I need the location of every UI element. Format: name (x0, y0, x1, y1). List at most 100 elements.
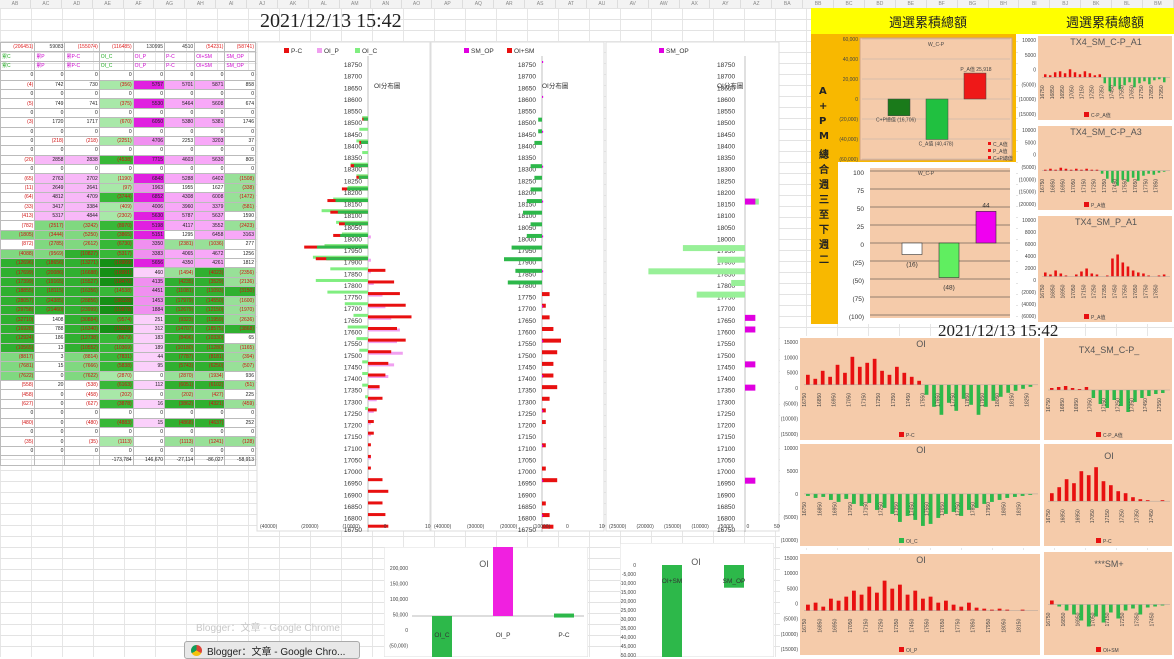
table-cell[interactable]: 5380 (164, 117, 196, 128)
table-cell[interactable]: 2763 (34, 173, 66, 184)
column-header-cell[interactable]: BD (865, 0, 896, 8)
table-cell[interactable]: 7715 (132, 154, 166, 166)
table-cell[interactable]: 0 (0, 164, 36, 175)
table-cell[interactable]: (1494) (164, 267, 196, 278)
table-cell[interactable]: (11093) (194, 286, 226, 297)
table-cell[interactable]: OI_P (132, 51, 166, 62)
table-cell[interactable]: (20086) (34, 267, 66, 278)
table-cell[interactable]: 0 (34, 70, 66, 81)
table-cell[interactable]: (12679) (164, 304, 196, 316)
table-cell[interactable]: 805 (224, 154, 256, 166)
table-cell[interactable]: 0 (34, 398, 66, 410)
table-cell[interactable]: (3878) (98, 398, 134, 410)
table-cell[interactable]: (1113) (98, 436, 134, 447)
table-cell[interactable]: 4706 (132, 135, 166, 147)
table-cell[interactable]: (5317) (98, 248, 134, 260)
column-header-cell[interactable]: BA (772, 0, 804, 8)
table-cell[interactable]: 95 (132, 361, 166, 372)
table-cell[interactable]: 0 (224, 107, 256, 119)
column-header-cell[interactable]: AD (62, 0, 93, 8)
table-cell[interactable]: 4065 (164, 248, 196, 260)
table-cell[interactable]: (3444) (34, 229, 66, 241)
table-cell[interactable]: (2381) (164, 239, 196, 250)
table-cell[interactable]: (18656) (34, 257, 66, 269)
table-cell[interactable]: 130995 (132, 41, 166, 53)
table-cell[interactable]: 0 (34, 417, 66, 429)
table-cell[interactable]: (2356) (224, 267, 256, 278)
table-cell[interactable]: 4006 (132, 201, 166, 213)
column-header-cell[interactable]: BC (834, 0, 865, 8)
table-cell[interactable]: 312 (132, 323, 166, 335)
table-cell[interactable]: -173,784 (98, 455, 134, 466)
table-cell[interactable]: 0 (0, 445, 36, 457)
table-cell[interactable]: 2649 (34, 182, 66, 194)
table-cell[interactable]: (782) (0, 220, 36, 231)
table-cell[interactable]: 65 (224, 333, 256, 344)
table-cell[interactable]: (1600) (224, 295, 256, 306)
table-cell[interactable]: (10369) (98, 342, 134, 353)
table-cell[interactable]: (24385) (34, 295, 66, 306)
table-cell[interactable]: (14550) (194, 295, 226, 306)
table-cell[interactable]: (14538) (98, 286, 134, 297)
table-cell[interactable]: -27,114 (164, 455, 196, 466)
table-cell[interactable]: 4261 (194, 257, 226, 269)
table-cell[interactable]: OI_C (98, 60, 134, 72)
table-cell[interactable]: (413) (0, 211, 36, 222)
column-header-cell[interactable]: AR (494, 0, 526, 8)
table-cell[interactable]: 0 (34, 445, 66, 457)
table-cell[interactable]: 13 (34, 342, 66, 353)
table-cell[interactable]: 0 (132, 436, 166, 447)
table-cell[interactable]: (3744) (98, 192, 134, 203)
table-cell[interactable]: (54231) (194, 41, 226, 53)
table-cell[interactable]: 15 (34, 361, 66, 372)
table-cell[interactable]: 5701 (164, 79, 196, 90)
table-cell[interactable]: 252 (224, 417, 256, 429)
table-cell[interactable]: (3529) (194, 276, 226, 288)
table-cell[interactable]: (18575) (194, 323, 226, 335)
table-cell[interactable]: 0 (164, 70, 196, 81)
table-cell[interactable]: (4321) (194, 398, 226, 410)
column-header-cell[interactable]: AL (309, 0, 340, 8)
table-cell[interactable]: 6852 (132, 192, 166, 203)
table-cell[interactable]: (16909) (98, 257, 134, 269)
table-cell[interactable]: 6458 (194, 229, 226, 241)
table-cell[interactable]: (2612) (64, 239, 100, 250)
table-cell[interactable]: 5630 (132, 211, 166, 222)
table-cell[interactable]: 0 (64, 126, 100, 137)
table-cell[interactable]: 0 (64, 107, 100, 119)
table-cell[interactable]: (16928) (0, 323, 36, 335)
table-cell[interactable]: 1720 (34, 117, 66, 128)
table-cell[interactable]: 5787 (164, 211, 196, 222)
column-header-cell[interactable]: AQ (463, 0, 495, 8)
column-header-cell[interactable]: AZ (741, 0, 773, 8)
table-cell[interactable]: (8970) (98, 220, 134, 231)
table-cell[interactable]: (155074) (64, 41, 100, 53)
table-cell[interactable]: 0 (194, 145, 226, 156)
table-cell[interactable]: 0 (64, 164, 100, 175)
table-cell[interactable]: (1934) (194, 370, 226, 382)
table-cell[interactable]: (458) (64, 389, 100, 400)
table-cell[interactable]: (17699) (0, 267, 36, 278)
table-cell[interactable]: 0 (64, 145, 100, 156)
column-header-cell[interactable]: AC (31, 0, 62, 8)
table-cell[interactable]: 0 (194, 408, 226, 419)
table-cell[interactable]: 0 (164, 126, 196, 137)
table-cell[interactable]: 0 (194, 70, 226, 81)
table-cell[interactable] (34, 455, 66, 466)
table-cell[interactable]: (4) (0, 79, 36, 90)
table-cell[interactable]: 1453 (132, 295, 166, 306)
table-cell[interactable]: (38128) (98, 295, 134, 306)
table-cell[interactable]: (12924) (0, 333, 36, 344)
table-cell[interactable]: (538) (64, 380, 100, 391)
table-cell[interactable]: (15878) (98, 304, 134, 316)
table-cell[interactable]: (5250) (64, 229, 100, 241)
table-cell[interactable]: (6730) (98, 239, 134, 250)
table-cell[interactable]: (64) (0, 192, 36, 203)
table-cell[interactable]: 0 (194, 426, 226, 438)
table-cell[interactable]: (11081) (164, 286, 196, 297)
table-cell[interactable]: 0 (164, 408, 196, 419)
table-cell[interactable]: 189 (132, 342, 166, 353)
table-cell[interactable]: (28856) (64, 295, 100, 306)
table-cell[interactable]: 1408 (34, 314, 66, 325)
table-cell[interactable]: 1256 (224, 248, 256, 260)
